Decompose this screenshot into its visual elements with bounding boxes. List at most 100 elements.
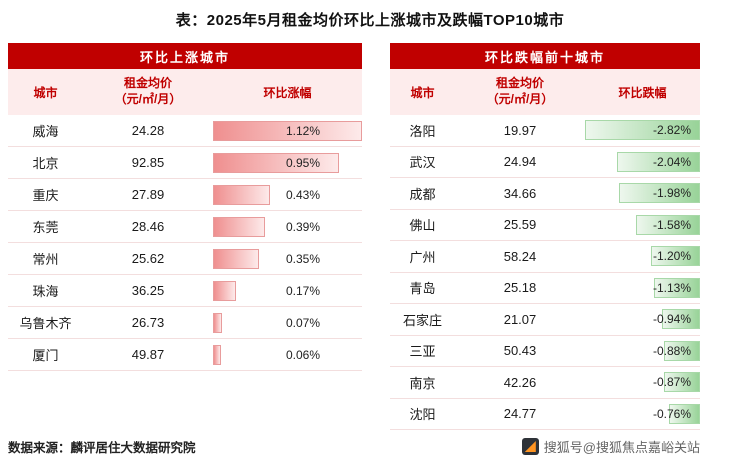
- table-row: 珠海 36.25 0.17%: [8, 275, 362, 307]
- change-label: -0.94%: [652, 312, 691, 327]
- price-cell: 26.73: [131, 315, 165, 330]
- col-header-price-line2: （元/㎡/月）: [486, 92, 554, 106]
- change-label: 0.06%: [285, 347, 320, 362]
- city-cell: 厦门: [32, 348, 59, 363]
- price-cell: 24.77: [503, 406, 537, 422]
- rising-column-header-row: 城市 租金均价 （元/㎡/月） 环比涨幅: [8, 69, 362, 115]
- price-cell: 49.87: [131, 347, 165, 362]
- change-bar-cell: 0.95%: [213, 147, 362, 178]
- change-label: -2.04%: [652, 154, 691, 169]
- col-header-price-line1: 租金均价: [123, 76, 172, 91]
- change-bar-cell: -1.58%: [585, 210, 700, 241]
- change-bar-cell: 0.06%: [213, 339, 362, 370]
- col-header-price-line1: 租金均价: [495, 76, 544, 91]
- table-row: 常州 25.62 0.35%: [8, 243, 362, 275]
- change-label: 0.17%: [285, 283, 320, 298]
- change-label: 1.12%: [285, 123, 320, 138]
- table-row: 广州 58.24 -1.20%: [390, 241, 700, 273]
- watermark-text: 搜狐号@搜狐焦点嘉峪关站: [543, 440, 700, 455]
- change-label: -1.20%: [652, 249, 691, 264]
- price-cell: 25.62: [131, 251, 165, 266]
- table-row: 北京 92.85 0.95%: [8, 147, 362, 179]
- change-data-bar: [664, 372, 700, 393]
- price-cell: 27.89: [131, 187, 165, 202]
- city-cell: 佛山: [409, 218, 436, 234]
- city-cell: 石家庄: [402, 312, 442, 328]
- col-header-city: 城市: [410, 85, 435, 100]
- falling-section-header: 环比跌幅前十城市: [390, 43, 700, 69]
- col-header-price: 租金均价 （元/㎡/月）: [83, 76, 213, 107]
- table-row: 武汉 24.94 -2.04%: [390, 147, 700, 178]
- change-label: 0.43%: [285, 187, 320, 202]
- change-data-bar: [635, 214, 700, 235]
- change-bar-cell: -0.88%: [585, 336, 700, 367]
- price-cell: 50.43: [503, 343, 537, 359]
- change-data-bar: [661, 309, 700, 330]
- change-bar-cell: 1.12%: [213, 115, 362, 146]
- change-data-bar: [213, 248, 260, 269]
- city-cell: 沈阳: [409, 407, 436, 423]
- price-cell: 24.94: [503, 154, 537, 170]
- change-data-bar: [668, 403, 700, 424]
- table-row: 洛阳 19.97 -2.82%: [390, 115, 700, 147]
- col-header-price: 租金均价 （元/㎡/月）: [455, 76, 585, 107]
- col-header-price-line2: （元/㎡/月）: [114, 92, 182, 106]
- table-row: 三亚 50.43 -0.88%: [390, 336, 700, 367]
- change-label: -0.87%: [652, 375, 691, 390]
- change-bar-cell: -2.04%: [585, 147, 700, 178]
- change-bar-cell: 0.43%: [213, 179, 362, 210]
- change-data-bar: [213, 152, 340, 173]
- change-label: 0.39%: [285, 219, 320, 234]
- col-header-city: 城市: [33, 85, 58, 100]
- city-cell: 重庆: [32, 188, 59, 203]
- watermark: 搜狐号@搜狐焦点嘉峪关站: [521, 437, 700, 456]
- change-data-bar: [653, 277, 700, 298]
- falling-cities-table: 环比跌幅前十城市 城市 租金均价 （元/㎡/月） 环比跌幅 洛阳 19.97 -2.…: [390, 43, 700, 430]
- footer: 数据来源：麟评居住大数据研究院 搜狐号@搜狐焦点嘉峪关站: [8, 437, 700, 456]
- rising-section-header: 环比上涨城市: [8, 43, 362, 69]
- table-row: 石家庄 21.07 -0.94%: [390, 304, 700, 336]
- city-cell: 成都: [409, 186, 436, 202]
- city-cell: 南京: [409, 375, 436, 391]
- falling-column-header-row: 城市 租金均价 （元/㎡/月） 环比跌幅: [390, 69, 700, 115]
- city-cell: 乌鲁木齐: [19, 316, 72, 331]
- change-bar-cell: 0.35%: [213, 243, 362, 274]
- change-label: -2.82%: [652, 123, 691, 138]
- city-cell: 洛阳: [409, 123, 436, 139]
- table-row: 南京 42.26 -0.87%: [390, 367, 700, 399]
- table-row: 成都 34.66 -1.98%: [390, 178, 700, 210]
- change-data-bar: [213, 344, 222, 365]
- change-label: 0.95%: [285, 155, 320, 170]
- table-row: 东莞 28.46 0.39%: [8, 211, 362, 243]
- table-row: 沈阳 24.77 -0.76%: [390, 399, 700, 430]
- change-bar-cell: 0.39%: [213, 211, 362, 242]
- city-cell: 东莞: [32, 220, 59, 235]
- table-row: 青岛 25.18 -1.13%: [390, 273, 700, 304]
- change-label: -0.76%: [652, 406, 691, 421]
- source-note: 数据来源：麟评居住大数据研究院: [8, 441, 196, 455]
- price-cell: 24.28: [131, 123, 165, 138]
- rising-cities-table: 环比上涨城市 城市 租金均价 （元/㎡/月） 环比涨幅 威海 24.28 1.12%…: [8, 43, 362, 430]
- col-header-rise-change: 环比涨幅: [263, 85, 312, 100]
- price-cell: 25.18: [503, 280, 537, 296]
- price-cell: 25.59: [503, 217, 537, 233]
- change-data-bar: [651, 246, 700, 267]
- table-row: 威海 24.28 1.12%: [8, 115, 362, 147]
- sohu-logo-icon: [521, 438, 539, 455]
- change-data-bar: [213, 120, 362, 141]
- change-label: -0.88%: [652, 343, 691, 358]
- city-cell: 北京: [32, 156, 59, 171]
- falling-rows: 洛阳 19.97 -2.82% 武汉 24.94 -2.04% 成都 34.66 -1.98% 佛…: [390, 115, 700, 430]
- change-bar-cell: -2.82%: [585, 115, 700, 146]
- change-bar-cell: 0.17%: [213, 275, 362, 306]
- change-label: -1.58%: [652, 217, 691, 232]
- change-data-bar: [213, 280, 236, 301]
- change-data-bar: [616, 151, 700, 172]
- change-data-bar: [213, 184, 271, 205]
- table-row: 厦门 49.87 0.06%: [8, 339, 362, 371]
- city-cell: 威海: [32, 124, 59, 139]
- change-label: 0.35%: [285, 251, 320, 266]
- city-cell: 常州: [32, 252, 59, 267]
- change-data-bar: [213, 312, 223, 333]
